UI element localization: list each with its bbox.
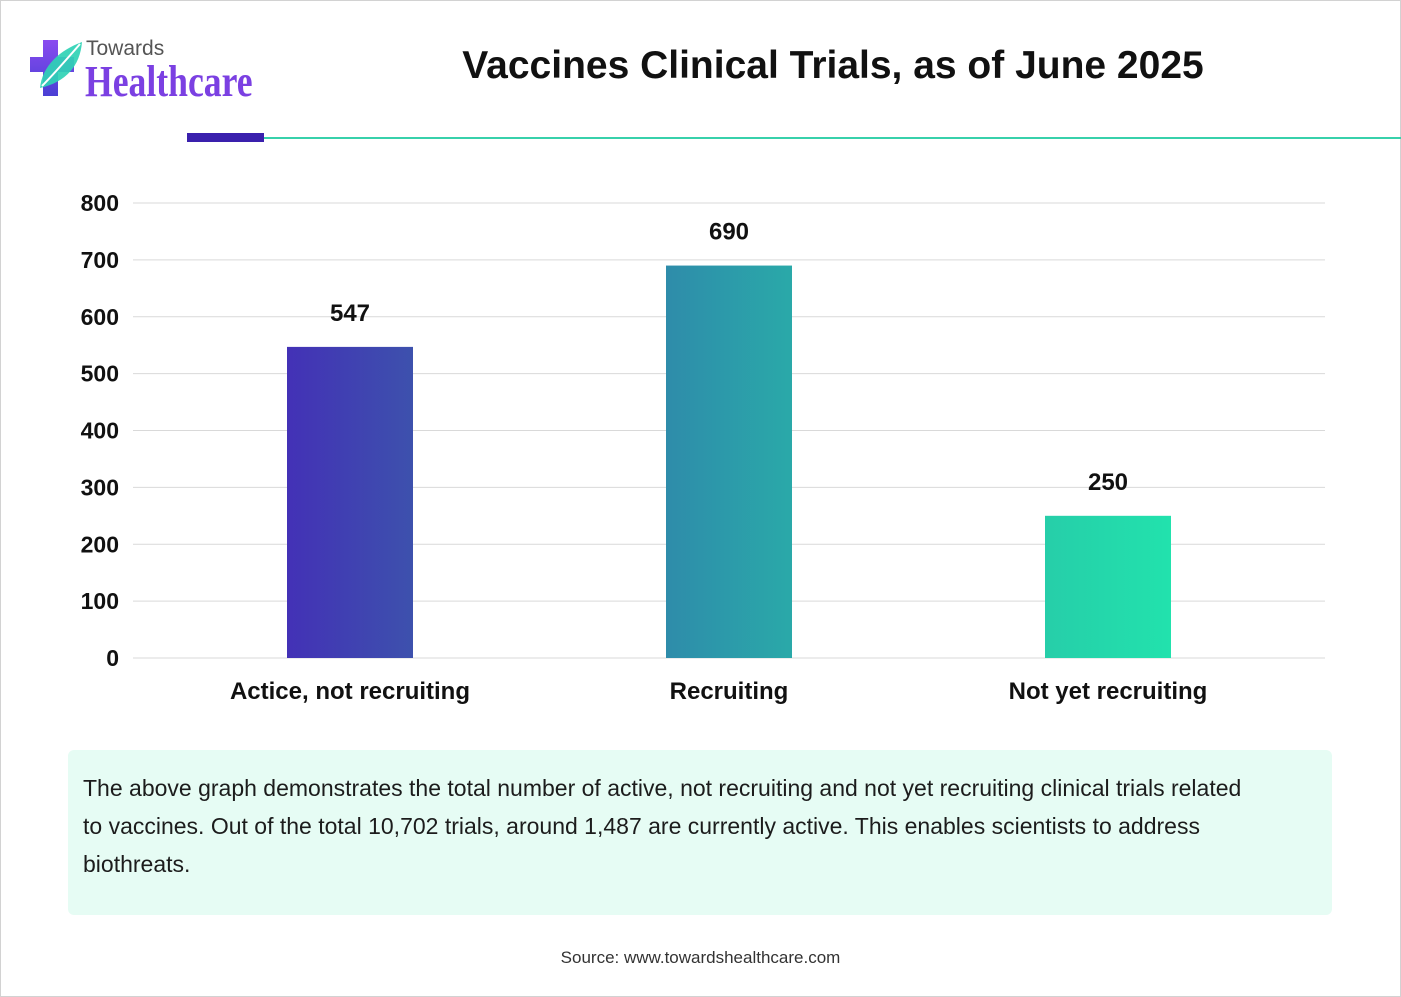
description-box: The above graph demonstrates the total n… xyxy=(68,750,1332,915)
data-label-not-yet-recruiting: 250 xyxy=(1088,469,1128,496)
y-tick-label-700: 700 xyxy=(81,247,119,273)
bar-chart: 0 100 200 300 400 500 600 700 800 547 Actice, not … xyxy=(81,190,1325,705)
source-note: Source: www.towardshealthcare.com xyxy=(560,948,841,967)
bar-actice-not-recruiting xyxy=(287,346,413,658)
logo-text-healthcare: Healthcare xyxy=(85,57,253,106)
logo-text-towards: Towards xyxy=(86,37,165,60)
y-tick-label-300: 300 xyxy=(81,474,119,500)
bar-recruiting xyxy=(666,265,792,658)
y-tick-label-500: 500 xyxy=(81,361,119,387)
y-tick-label-0: 0 xyxy=(106,645,119,671)
data-label-recruiting: 690 xyxy=(709,219,749,246)
header-accent-bar xyxy=(187,133,264,142)
leaf-vein xyxy=(41,43,81,87)
header-rule xyxy=(264,137,1401,139)
category-label-recruiting: Recruiting xyxy=(670,678,789,705)
data-label-actice-not-recruiting: 547 xyxy=(330,300,370,327)
y-tick-label-200: 200 xyxy=(81,531,119,557)
description-line: The above graph demonstrates the total n… xyxy=(83,775,1242,801)
bar-not-yet-recruiting xyxy=(1045,515,1171,658)
description-line: biothreats. xyxy=(83,851,191,877)
y-tick-label-600: 600 xyxy=(81,304,119,330)
category-label-not-yet-recruiting: Not yet recruiting xyxy=(1009,678,1208,705)
y-tick-label-400: 400 xyxy=(81,418,119,444)
category-label-actice-not-recruiting: Actice, not recruiting xyxy=(230,678,470,705)
medical-cross-leaf-icon xyxy=(30,40,82,96)
chart-title: Vaccines Clinical Trials, as of June 202… xyxy=(462,44,1204,87)
y-tick-label-100: 100 xyxy=(81,588,119,614)
description-line: to vaccines. Out of the total 10,702 tri… xyxy=(83,813,1200,839)
y-tick-label-800: 800 xyxy=(81,190,119,216)
